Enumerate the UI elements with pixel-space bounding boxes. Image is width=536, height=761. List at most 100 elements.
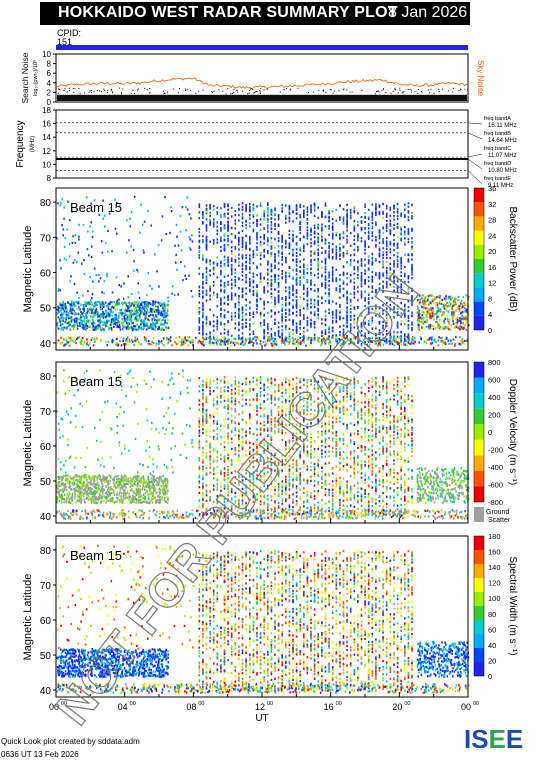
heatmap-cell [338, 338, 340, 341]
heatmap-cell [378, 231, 381, 234]
heatmap-cell [130, 211, 133, 214]
heatmap-cell [465, 339, 467, 342]
heatmap-cell [404, 265, 406, 268]
heatmap-cell [267, 332, 269, 335]
heatmap-cell [209, 331, 211, 334]
heatmap-cell [117, 343, 120, 346]
heatmap-cell [288, 313, 291, 316]
heatmap-cell [360, 279, 363, 282]
heatmap-cell [407, 287, 410, 290]
heatmap-cell [167, 319, 169, 322]
heatmap-cell [234, 281, 237, 284]
heatmap-cell [115, 303, 117, 306]
heatmap-cell [404, 253, 406, 256]
heatmap-cell [441, 343, 444, 346]
noise-dot [290, 89, 292, 91]
heatmap-cell [249, 257, 251, 260]
heatmap-cell [353, 292, 356, 295]
heatmap-cell [360, 329, 363, 333]
heatmap-cell [135, 306, 137, 309]
heatmap-cell [453, 326, 456, 329]
heatmap-cell [427, 325, 430, 329]
heatmap-cell [274, 253, 276, 256]
sky-noise-line [55, 77, 469, 90]
heatmap-cell [100, 339, 102, 342]
heatmap-cell [295, 325, 298, 328]
heatmap-cell [342, 236, 345, 239]
heatmap-cell [339, 315, 341, 318]
heatmap-cell [216, 276, 219, 279]
heatmap-cell [107, 315, 110, 318]
heatmap-cell [209, 240, 211, 243]
heatmap-cell [252, 249, 255, 253]
heatmap-cell [245, 266, 247, 269]
heatmap-cell [87, 344, 90, 347]
heatmap-cell [259, 324, 262, 327]
heatmap-cell [117, 326, 120, 329]
heatmap-cell [259, 240, 262, 243]
noise-dot [120, 92, 122, 94]
heatmap-cell [274, 273, 276, 276]
heatmap-cell [329, 341, 332, 344]
heatmap-cell [77, 300, 80, 303]
heatmap-cell [357, 247, 359, 250]
colorbar-segment [474, 188, 484, 203]
heatmap-cell [223, 258, 226, 261]
heatmap-cell [85, 328, 87, 331]
heatmap-cell [152, 321, 154, 324]
heatmap-cell [88, 492, 90, 495]
heatmap-cell [170, 206, 172, 209]
heatmap-cell [202, 276, 204, 279]
heatmap-cell [63, 302, 65, 305]
noise-dot [377, 90, 379, 92]
heatmap-cell [90, 489, 92, 492]
heatmap-cell [324, 310, 327, 313]
heatmap-cell [288, 204, 291, 208]
heatmap-cell [371, 321, 374, 324]
colorbar-segment [474, 216, 484, 231]
heatmap-cell [407, 260, 410, 263]
heatmap-cell [198, 312, 201, 316]
heatmap-cell [249, 307, 251, 310]
heatmap-cell [400, 279, 402, 282]
heatmap-cell [94, 311, 96, 314]
heatmap-cell [75, 312, 78, 315]
heatmap-cell [450, 342, 452, 345]
noise-dot [137, 88, 139, 90]
heatmap-cell [306, 295, 309, 298]
heatmap-cell [127, 318, 129, 321]
heatmap-cell [331, 336, 333, 339]
heatmap-cell [158, 325, 160, 328]
heatmap-cell [119, 309, 122, 312]
heatmap-cell [152, 300, 154, 303]
heatmap-cell [298, 340, 301, 343]
heatmap-cell [281, 258, 283, 261]
heatmap-cell [217, 338, 220, 341]
heatmap-cell [264, 344, 266, 347]
heatmap-cell [245, 264, 247, 267]
heatmap-cell [424, 320, 426, 323]
heatmap-cell [424, 295, 427, 299]
heatmap-cell [288, 252, 291, 255]
noise-dot [130, 92, 132, 94]
heatmap-cell [274, 212, 276, 216]
heatmap-cell [371, 239, 374, 242]
heatmap-cell [400, 337, 402, 340]
heatmap-cell [407, 333, 410, 336]
heatmap-cell [328, 280, 330, 283]
heatmap-cell [295, 258, 298, 261]
heatmap-cell [157, 301, 159, 304]
heatmap-cell [165, 327, 168, 330]
heatmap-cell [136, 310, 138, 313]
heatmap-cell [378, 307, 381, 310]
heatmap-cell [359, 339, 361, 342]
heatmap-cell [112, 340, 115, 343]
heatmap-cell [238, 214, 240, 217]
heatmap-cell [61, 341, 63, 344]
heatmap-cell [328, 299, 330, 302]
heatmap-cell [435, 296, 438, 299]
heatmap-cell [62, 328, 65, 331]
heatmap-cell [150, 303, 152, 306]
heatmap-cell [156, 311, 158, 314]
heatmap-cell [292, 237, 294, 240]
